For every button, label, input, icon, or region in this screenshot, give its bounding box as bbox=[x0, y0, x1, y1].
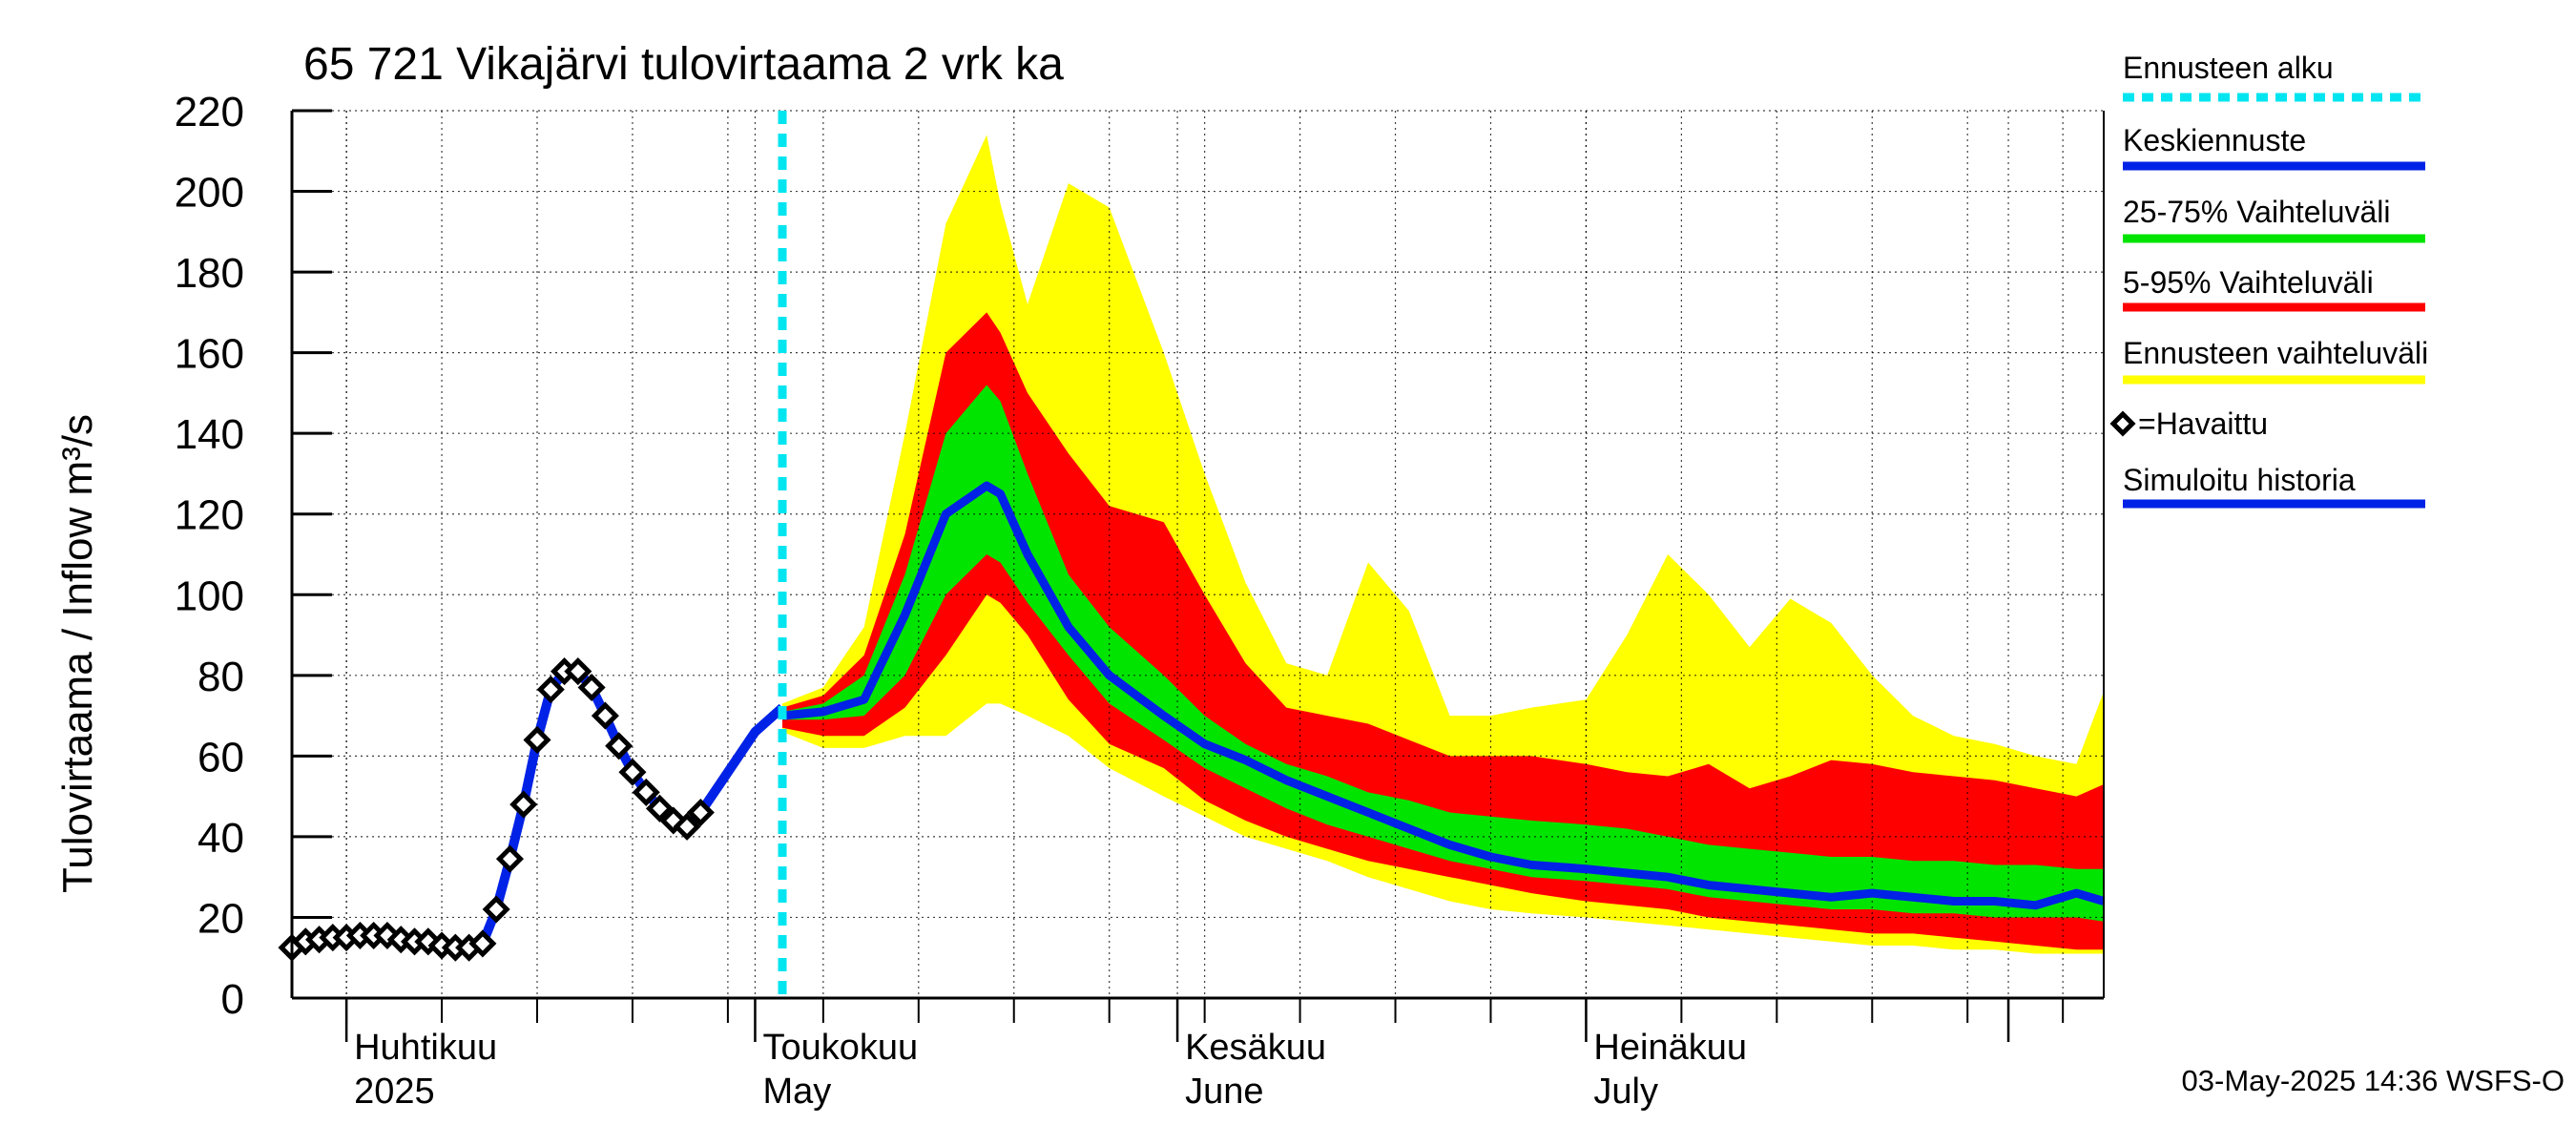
observed-point bbox=[632, 778, 660, 806]
observed-point bbox=[468, 929, 497, 958]
y-tick-label: 120 bbox=[175, 492, 244, 539]
x-month-label: Heinäkuu bbox=[1593, 1028, 1747, 1068]
legend-label: Ennusteen vaihteluväli bbox=[2123, 336, 2428, 370]
legend-label: 25-75% Vaihteluväli bbox=[2123, 195, 2390, 229]
y-tick-label: 180 bbox=[175, 250, 244, 297]
band-forecast-range bbox=[782, 135, 2104, 954]
x-month-label: Huhtikuu bbox=[354, 1028, 497, 1068]
forecast-bands bbox=[782, 135, 2104, 954]
legend: Ennusteen alku Keskiennuste 25-75% Vaihtel… bbox=[2109, 51, 2428, 509]
y-axis-label: Tulovirtaama / Inflow m³/s bbox=[54, 414, 101, 893]
y-tick-label: 220 bbox=[175, 89, 244, 135]
x-month-label: Kesäkuu bbox=[1185, 1028, 1326, 1068]
legend-label: Ennusteen alku bbox=[2123, 51, 2334, 85]
observed-point bbox=[591, 701, 619, 730]
observed-point bbox=[536, 676, 565, 704]
chart-title: 65 721 Vikajärvi tulovirtaama 2 vrk ka bbox=[303, 39, 1064, 90]
observed-point bbox=[618, 758, 647, 786]
x-month-label-sub: 2025 bbox=[354, 1072, 435, 1112]
y-tick-label: 160 bbox=[175, 331, 244, 378]
y-tick-label: 200 bbox=[175, 170, 244, 217]
axes-layer: 0 20 40 60 80 100 120 140 160 180 200 220 Huhtikuu20… bbox=[175, 89, 2105, 1112]
legend-label: =Havaittu bbox=[2138, 406, 2268, 441]
observed-point bbox=[686, 799, 715, 827]
observed-point bbox=[482, 895, 510, 924]
series-layer bbox=[278, 111, 2106, 998]
observed-point bbox=[605, 732, 634, 760]
y-tick-label: 100 bbox=[175, 572, 244, 619]
x-month-label-sub: June bbox=[1185, 1072, 1263, 1112]
observed-point bbox=[673, 812, 701, 841]
observed-point bbox=[577, 673, 606, 702]
band-5-95 bbox=[782, 312, 2104, 950]
y-tick-label: 80 bbox=[197, 654, 244, 700]
median-forecast-line bbox=[781, 481, 2106, 910]
x-month-label: Toukokuu bbox=[762, 1028, 918, 1068]
legend-label: Simuloitu historia bbox=[2123, 463, 2356, 497]
observed-point bbox=[495, 844, 524, 873]
x-month-label-sub: July bbox=[1593, 1072, 1658, 1112]
legend-label: Keskiennuste bbox=[2123, 123, 2306, 157]
y-tick-label: 40 bbox=[197, 815, 244, 862]
legend-label: 5-95% Vaihteluväli bbox=[2123, 265, 2374, 300]
y-tick-label: 20 bbox=[197, 895, 244, 942]
y-tick-label: 0 bbox=[221, 976, 244, 1023]
y-tick-label: 60 bbox=[197, 734, 244, 781]
grid-lines bbox=[292, 110, 2104, 998]
legend-marker-observed bbox=[2109, 410, 2136, 437]
x-month-label-sub: May bbox=[762, 1072, 831, 1112]
band-25-75 bbox=[782, 385, 2104, 922]
y-tick-label: 140 bbox=[175, 411, 244, 458]
observed-point bbox=[523, 725, 551, 754]
observed-point bbox=[645, 794, 675, 822]
observed-point bbox=[564, 657, 592, 686]
timestamp: 03-May-2025 14:36 WSFS-O bbox=[2182, 1064, 2565, 1097]
observed-point bbox=[509, 790, 538, 819]
